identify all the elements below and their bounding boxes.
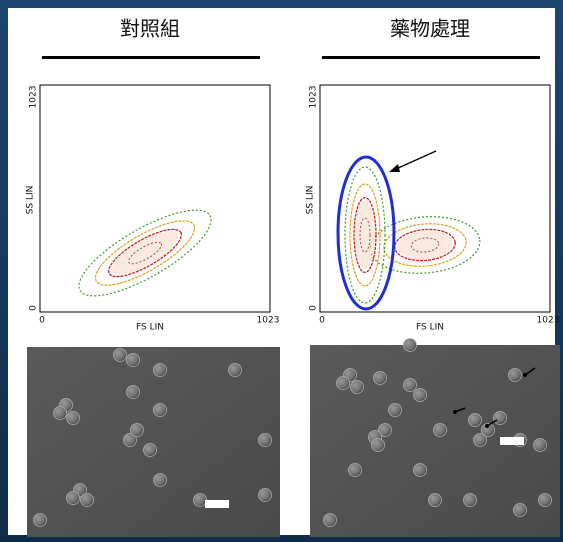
arrow-head: [485, 424, 489, 428]
x-axis-label: FS LIN: [416, 323, 444, 333]
title-underline: [322, 56, 540, 59]
cell: [349, 464, 362, 477]
cell: [474, 434, 487, 447]
cell: [259, 434, 272, 447]
cell: [494, 412, 507, 425]
cell: [534, 439, 547, 452]
cell: [259, 489, 272, 502]
cell: [429, 494, 442, 507]
cell: [194, 494, 207, 507]
cell: [464, 494, 477, 507]
cell: [414, 464, 427, 477]
y-tick-label: 1023: [309, 86, 319, 109]
cell: [154, 404, 167, 417]
cell: [324, 514, 337, 527]
arrow-head: [453, 410, 457, 414]
arrow-head: [523, 373, 527, 377]
panel-title: 藥物處理: [390, 17, 470, 41]
cell: [539, 494, 552, 507]
figure: 對照組 SS LIN FS LIN 0 1023 0 1023 藥物處理 SS LIN FS LI…: [0, 0, 563, 542]
cell: [127, 386, 140, 399]
cell: [372, 439, 385, 452]
cell: [54, 407, 67, 420]
cell: [114, 349, 127, 362]
y-tick-label: 1023: [29, 86, 39, 109]
cell: [34, 514, 47, 527]
panel-title: 對照組: [120, 17, 180, 41]
cell: [509, 369, 522, 382]
cell: [337, 377, 350, 390]
micrograph: [27, 347, 280, 537]
y-axis-label: SS LIN: [306, 186, 316, 215]
micrograph-1: [310, 339, 560, 538]
scale-bar: [205, 500, 229, 508]
cell: [67, 412, 80, 425]
cell: [404, 339, 417, 352]
x-tick-label: 0: [39, 316, 45, 326]
scale-bar: [500, 437, 524, 445]
micrograph-0: [27, 347, 280, 537]
cell: [374, 372, 387, 385]
contour-fill: [355, 201, 375, 269]
cell: [514, 504, 527, 517]
cell: [131, 424, 144, 437]
y-tick-label: 0: [309, 305, 319, 311]
cell: [81, 494, 94, 507]
cell: [404, 379, 417, 392]
y-tick-label: 0: [29, 305, 39, 311]
cell: [229, 364, 242, 377]
cell: [389, 404, 402, 417]
cell: [144, 444, 157, 457]
cell: [154, 474, 167, 487]
cell: [414, 389, 427, 402]
cell: [67, 492, 80, 505]
x-tick-label: 1023: [257, 316, 280, 326]
title-underline: [42, 56, 260, 59]
cell: [434, 424, 447, 437]
cell: [127, 354, 140, 367]
cell: [469, 414, 482, 427]
x-tick-label: 1023: [537, 316, 560, 326]
y-axis-label: SS LIN: [26, 186, 36, 215]
cell: [154, 364, 167, 377]
x-tick-label: 0: [319, 316, 325, 326]
x-axis-label: FS LIN: [136, 323, 164, 333]
cell: [351, 381, 364, 394]
